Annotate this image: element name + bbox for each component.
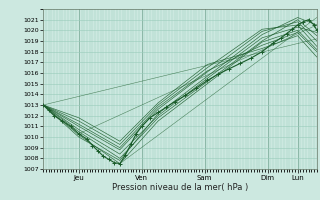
- X-axis label: Pression niveau de la mer( hPa ): Pression niveau de la mer( hPa ): [112, 183, 248, 192]
